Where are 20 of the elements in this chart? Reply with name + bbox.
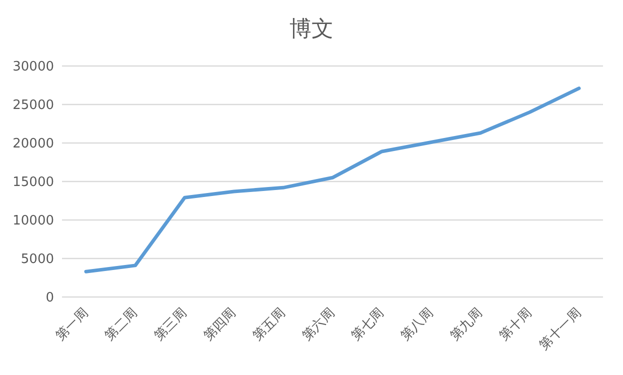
y-tick-label: 10000 [12,214,54,229]
x-tick-label: 第二周 [102,306,141,344]
y-tick-label: 25000 [12,98,54,114]
x-tick-label: 第九周 [448,306,486,344]
y-tick-label: 30000 [12,60,54,75]
y-tick-label: 5000 [20,252,54,268]
y-tick-label: 0 [46,290,54,306]
x-tick-label: 第一周 [53,306,92,344]
y-tick-label: 15000 [12,175,54,190]
x-tick-label: 第五周 [250,306,289,344]
x-tick-label: 第三周 [152,306,190,344]
x-tick-label: 第十周 [496,306,536,344]
x-tick-label: 第四周 [201,306,240,344]
line-series [84,86,581,274]
y-tick-label: 20000 [12,136,54,152]
x-tick-label: 第七周 [348,306,388,344]
chart-title: 博文 [288,16,334,44]
x-tick-label: 第十一周 [536,306,584,354]
x-tick-label: 第六周 [300,306,338,344]
x-tick-label: 第八周 [398,306,436,344]
